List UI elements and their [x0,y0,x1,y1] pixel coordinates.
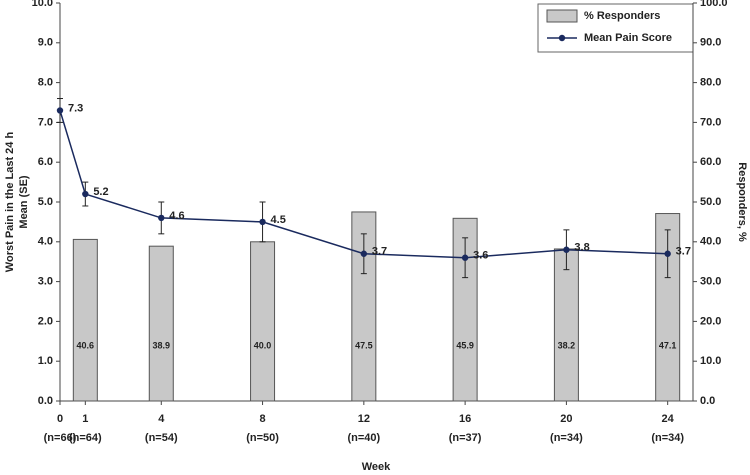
line-marker [461,254,469,261]
legend-swatch [546,9,578,23]
bar [148,245,174,402]
y-tick-label: 7.0 [38,116,53,128]
y-tick-label: 1.0 [38,355,53,367]
y2-tick-label: 60.0 [700,156,721,168]
y-tick-label: 10.0 [32,0,53,9]
bar-value-label: 40.6 [77,340,95,350]
x-axis-title: Week [362,461,391,473]
y-axis-title: Worst Pain in the Last 24 h [4,132,16,273]
x-tick-sublabel: (n=34) [651,432,684,444]
line-value-label: 4.5 [271,214,286,226]
line-marker [664,250,671,257]
bar [553,248,579,402]
line-marker [158,214,165,222]
line-marker [56,107,64,114]
x-tick-sublabel: (n=37) [449,432,482,444]
y2-tick-label: 80.0 [700,77,721,89]
legend-swatch [558,34,566,42]
line-marker [82,190,89,198]
line [59,110,668,259]
y-tick-label: 2.0 [38,315,53,327]
x-tick-label: 4 [158,413,165,425]
bar-value-label: 47.1 [659,340,677,350]
y2-tick-label: 30.0 [700,276,721,288]
x-tick-sublabel: (n=54) [145,432,178,444]
y-tick-label: 9.0 [38,37,53,49]
x-tick-label: 0 [57,413,63,425]
bar-value-label: 38.9 [153,340,171,350]
y-tick-label: 0.0 [38,395,53,407]
bar [250,241,276,402]
y2-tick-label: 50.0 [700,196,721,208]
x-tick-sublabel: (n=64) [69,432,102,444]
x-tick-label: 20 [560,413,572,425]
line-value-label: 3.7 [372,246,387,258]
line-value-label: 7.3 [68,102,83,114]
line-marker [259,218,266,226]
y-tick-label: 6.0 [38,156,53,168]
line-value-label: 3.6 [473,250,488,262]
x-tick-label: 24 [662,413,675,425]
y-axis-title: Mean (SE) [18,175,30,229]
y2-tick-label: 90.0 [700,37,721,49]
y2-tick-label: 40.0 [700,236,721,248]
y2-tick-label: 20.0 [700,315,721,327]
bar-value-label: 38.2 [558,340,576,350]
bar [72,238,98,402]
x-tick-label: 8 [259,413,265,425]
x-tick-label: 12 [358,413,370,425]
x-tick-sublabel: (n=34) [550,432,583,444]
bar-value-label: 40.0 [254,340,272,350]
line-value-label: 3.8 [574,242,589,254]
x-tick-label: 16 [459,413,471,425]
legend-label: Mean Pain Score [584,32,672,44]
x-tick-sublabel: (n=66) [44,432,77,444]
y2-tick-label: 0.0 [700,395,715,407]
y2-tick-label: 10.0 [700,355,721,367]
y-tick-label: 5.0 [38,196,53,208]
bar-value-label: 47.5 [355,340,373,350]
x-tick-label: 1 [82,413,88,425]
line-marker [360,250,368,257]
x-tick-sublabel: (n=40) [347,432,380,444]
x-tick-sublabel: (n=50) [246,432,279,444]
y-tick-label: 4.0 [38,236,53,248]
line-value-label: 5.2 [93,186,108,198]
y-tick-label: 3.0 [38,276,53,288]
y2-tick-label: 100.0 [700,0,728,9]
line-marker [563,246,570,253]
y2-axis-title: Responders, % [736,162,748,242]
line-value-label: 3.7 [676,246,691,258]
legend-label: % Responders [584,10,660,22]
line-value-label: 4.6 [169,210,184,222]
bar-value-label: 45.9 [456,340,474,350]
y2-tick-label: 70.0 [700,116,721,128]
y-tick-label: 8.0 [38,77,53,89]
